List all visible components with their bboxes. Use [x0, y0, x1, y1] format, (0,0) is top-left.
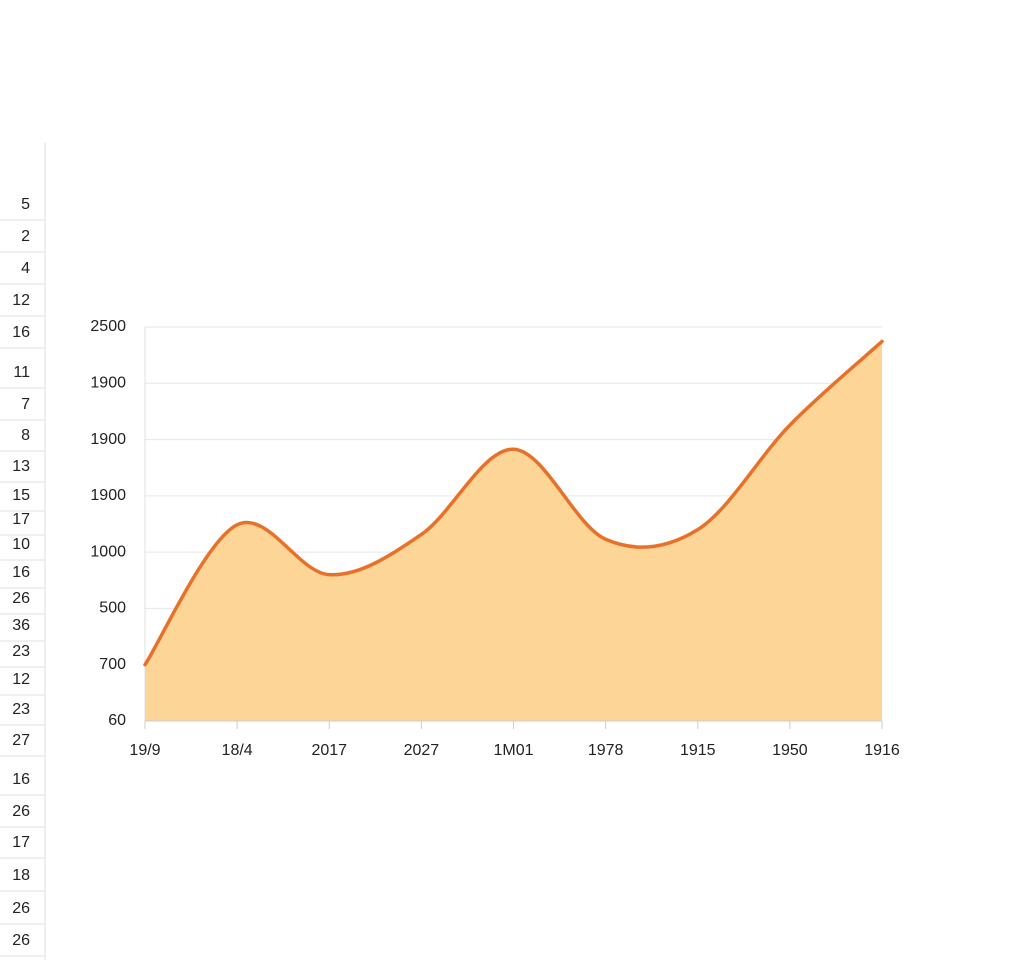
- row-label: 5: [21, 196, 30, 213]
- y-tick-label: 1900: [90, 375, 126, 392]
- y-tick-label: 1000: [90, 543, 126, 560]
- area-fill: [145, 341, 882, 721]
- row-label: 18: [12, 867, 30, 884]
- y-tick-label: 1900: [90, 431, 126, 448]
- y-tick-label: 60: [108, 712, 126, 729]
- x-tick-label: 18/4: [222, 742, 253, 759]
- row-label: 13: [12, 458, 30, 475]
- y-tick-label: 2500: [90, 318, 126, 335]
- row-label: 26: [12, 803, 30, 820]
- row-label: 17: [12, 834, 30, 851]
- row-label: 16: [12, 564, 30, 581]
- row-label: 12: [12, 671, 30, 688]
- row-label: 16: [12, 771, 30, 788]
- row-label: 2: [21, 228, 30, 245]
- row-label: 27: [12, 732, 30, 749]
- x-tick-label: 1950: [772, 742, 808, 759]
- y-tick-label: 1900: [90, 487, 126, 504]
- row-label: 12: [12, 292, 30, 309]
- area-line: [143, 339, 884, 667]
- row-label: 10: [12, 536, 30, 553]
- x-tick-label: 2017: [311, 742, 347, 759]
- x-tick-label: 2027: [404, 742, 440, 759]
- row-label: 23: [12, 701, 30, 718]
- x-tick-label: 1916: [864, 742, 900, 759]
- row-label: 17: [12, 511, 30, 528]
- row-label: 26: [12, 590, 30, 607]
- row-label: 15: [12, 487, 30, 504]
- x-tick-label: 1978: [588, 742, 624, 759]
- row-label: 36: [12, 617, 30, 634]
- row-label: 8: [21, 427, 30, 444]
- row-label: 7: [21, 396, 30, 413]
- x-tick-label: 1915: [680, 742, 716, 759]
- row-label: 16: [12, 324, 30, 341]
- row-label: 11: [13, 364, 30, 381]
- row-label: 23: [12, 643, 30, 660]
- x-tick-label: 19/9: [129, 742, 160, 759]
- row-label: 26: [12, 900, 30, 917]
- row-label: 26: [12, 932, 30, 949]
- y-tick-label: 500: [99, 600, 126, 617]
- x-tick-label: 1M01: [493, 742, 533, 759]
- row-label: 4: [21, 260, 30, 277]
- y-tick-label: 700: [99, 656, 126, 673]
